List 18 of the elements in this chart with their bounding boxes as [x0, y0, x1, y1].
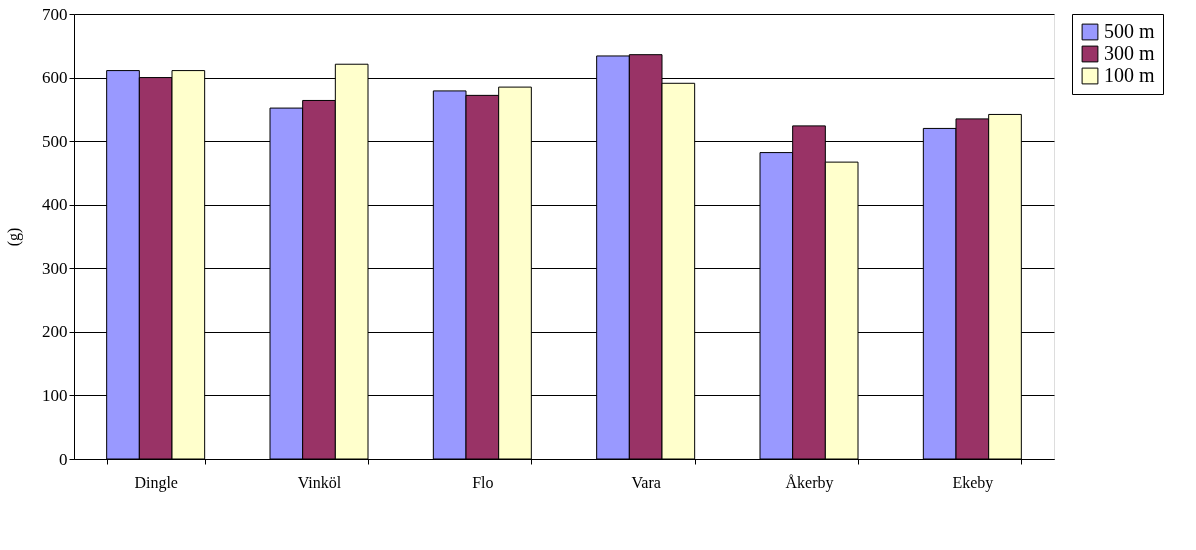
x-tick-label: Ekeby — [952, 473, 994, 492]
legend-label: 100 m — [1104, 64, 1155, 86]
y-tick-label: 500 — [42, 131, 68, 151]
legend-label: 300 m — [1104, 42, 1155, 64]
y-tick-label: 700 — [42, 4, 68, 24]
y-tick-label: 300 — [42, 258, 68, 278]
y-tick-label: 200 — [42, 322, 68, 342]
y-tick-label: 600 — [42, 68, 68, 88]
x-tick-label: Vara — [631, 473, 661, 491]
y-tick-label: 0 — [59, 449, 68, 469]
x-tick-label: Vinköl — [297, 473, 342, 491]
y-tick-label: 400 — [42, 195, 68, 215]
y-axis-title: (g) — [5, 227, 23, 247]
legend-label: 500 m — [1104, 20, 1155, 42]
x-tick-label: Flo — [472, 473, 494, 491]
y-tick-label: 100 — [42, 385, 68, 405]
x-tick-label: Dingle — [134, 473, 178, 492]
x-tick-label: Åkerby — [785, 473, 834, 492]
